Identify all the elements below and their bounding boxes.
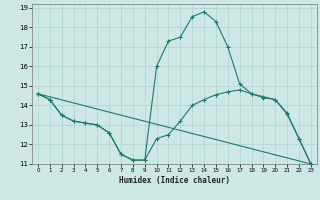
X-axis label: Humidex (Indice chaleur): Humidex (Indice chaleur) bbox=[119, 176, 230, 185]
